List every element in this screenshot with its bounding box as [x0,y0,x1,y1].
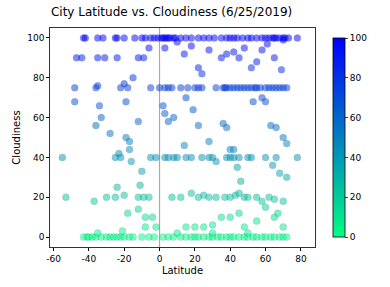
svg-text:-60: -60 [46,254,61,264]
svg-text:40: 40 [224,254,236,264]
svg-text:0: 0 [39,232,45,242]
svg-text:80: 80 [33,73,45,83]
svg-text:City Latitude vs. Cloudiness (: City Latitude vs. Cloudiness (6/25/2019) [51,5,292,19]
svg-text:60: 60 [350,113,362,123]
svg-text:0: 0 [350,232,356,242]
svg-text:60: 60 [260,254,272,264]
svg-text:Cloudiness: Cloudiness [11,110,22,164]
svg-text:80: 80 [350,73,362,83]
svg-text:20: 20 [350,192,362,202]
svg-text:60: 60 [33,113,45,123]
svg-text:40: 40 [33,153,45,163]
svg-text:-40: -40 [82,254,97,264]
svg-text:-20: -20 [117,254,132,264]
svg-text:40: 40 [350,153,362,163]
svg-text:0: 0 [157,254,163,264]
svg-text:20: 20 [189,254,201,264]
svg-text:100: 100 [27,33,44,43]
svg-text:Latitude: Latitude [162,265,203,276]
svg-text:20: 20 [33,192,45,202]
svg-text:80: 80 [295,254,307,264]
svg-text:100: 100 [350,33,367,43]
